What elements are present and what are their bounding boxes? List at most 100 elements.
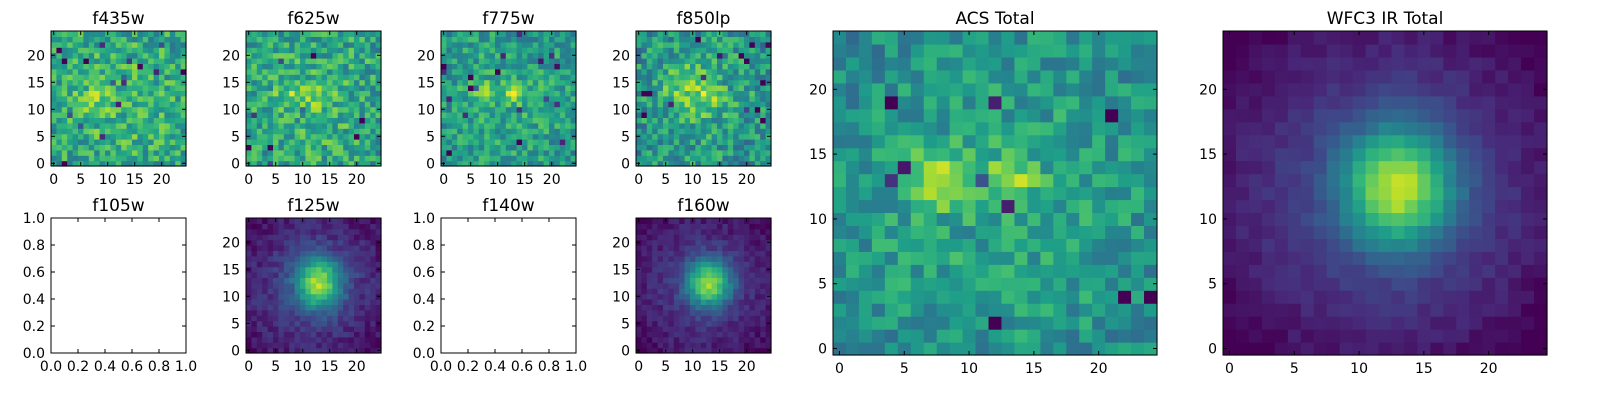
pixel-cell	[305, 331, 312, 338]
pixel-cell	[148, 149, 155, 156]
pixel-cell	[511, 133, 518, 140]
pixel-cell	[727, 52, 734, 59]
pixel-cell	[845, 186, 860, 201]
pixel-cell	[153, 144, 160, 151]
pixel-cell	[51, 68, 57, 75]
pixel-cell	[532, 31, 539, 37]
pixel-cell	[554, 58, 561, 64]
pixel-cell	[684, 331, 691, 338]
pixel-cell	[316, 155, 323, 162]
pixel-cell	[668, 315, 675, 322]
pixel-cell	[1326, 329, 1341, 343]
pixel-cell	[1456, 303, 1470, 317]
pixel-cell	[137, 79, 144, 86]
pixel-cell	[554, 90, 561, 97]
pixel-cell	[1092, 186, 1106, 201]
pixel-cell	[457, 68, 464, 75]
pixel-cell	[679, 228, 686, 235]
pixel-cell	[72, 117, 79, 124]
pixel-cell	[988, 199, 1003, 214]
pixel-cell	[522, 128, 528, 135]
pixel-cell	[549, 52, 555, 59]
pixel-cell	[884, 147, 899, 162]
pixel-cell	[1456, 225, 1470, 239]
pixel-cell	[359, 112, 366, 118]
pixel-cell	[348, 31, 355, 37]
pixel-cell	[754, 144, 761, 151]
pixel-cell	[754, 261, 761, 268]
pixel-cell	[164, 128, 171, 135]
pixel-cell	[641, 68, 648, 75]
pixel-cell	[690, 101, 696, 108]
pixel-cell	[289, 90, 296, 97]
pixel-cell	[668, 320, 675, 327]
pixel-cell	[1482, 277, 1496, 291]
pixel-cell	[897, 69, 912, 84]
pixel-cell	[962, 199, 977, 214]
pixel-cell	[137, 31, 144, 37]
pixel-cell	[278, 218, 285, 224]
pixel-cell	[348, 342, 355, 349]
pixel-cell	[663, 128, 669, 135]
x-tick-label: 0	[439, 172, 448, 188]
pixel-cell	[760, 31, 767, 37]
pixel-cell	[538, 117, 545, 124]
pixel-cell	[1027, 147, 1041, 162]
pixel-cell	[684, 223, 691, 230]
pixel-cell	[332, 112, 339, 118]
pixel-cell	[636, 139, 642, 145]
pixel-cell	[359, 52, 366, 59]
pixel-cell	[56, 101, 63, 108]
pixel-cell	[148, 31, 155, 37]
pixel-cell	[115, 139, 122, 145]
pixel-cell	[251, 41, 258, 48]
pixel-cell	[706, 41, 713, 48]
pixel-cell	[83, 79, 90, 86]
pixel-cell	[936, 303, 951, 317]
pixel-cell	[695, 228, 702, 235]
pixel-cell	[1352, 316, 1367, 330]
pixel-cell	[833, 212, 847, 226]
pixel-cell	[684, 139, 691, 145]
pixel-cell	[56, 106, 63, 113]
pixel-cell	[760, 36, 767, 43]
pixel-cell	[462, 95, 469, 102]
pixel-cell	[559, 106, 566, 113]
pixel-cell	[289, 139, 296, 145]
pixel-cell	[348, 139, 355, 145]
pixel-cell	[300, 309, 306, 316]
pixel-cell	[159, 41, 165, 48]
pixel-cell	[1131, 251, 1145, 265]
pixel-cell	[337, 85, 344, 91]
pixel-cell	[88, 106, 95, 113]
pixel-cell	[332, 155, 339, 162]
pixel-cell	[364, 223, 371, 230]
pixel-cell	[327, 90, 333, 97]
pixel-cell	[1248, 199, 1263, 214]
pixel-cell	[690, 304, 696, 311]
pixel-cell	[695, 95, 702, 102]
pixel-cell	[754, 149, 761, 156]
pixel-cell	[706, 239, 713, 246]
pixel-cell	[897, 199, 912, 214]
pixel-cell	[327, 101, 333, 108]
pixel-cell	[1027, 199, 1041, 214]
pixel-cell	[67, 122, 74, 129]
pixel-cell	[180, 155, 187, 162]
pixel-cell	[543, 31, 550, 37]
pixel-cell	[316, 293, 323, 300]
axes-frame	[245, 217, 382, 354]
pixel-cell	[505, 47, 512, 54]
pixel-cell	[305, 144, 312, 151]
pixel-cell	[148, 128, 155, 135]
pixel-cell	[505, 36, 512, 43]
pixel-cell	[570, 41, 577, 48]
pixel-cell	[126, 36, 133, 43]
pixel-cell	[121, 144, 128, 151]
y-tick-label: 10	[222, 102, 240, 118]
pixel-cell	[348, 112, 355, 118]
pixel-cell	[1027, 303, 1041, 317]
pixel-cell	[1378, 316, 1393, 330]
pixel-cell	[663, 255, 669, 262]
pixel-cell	[305, 234, 312, 241]
